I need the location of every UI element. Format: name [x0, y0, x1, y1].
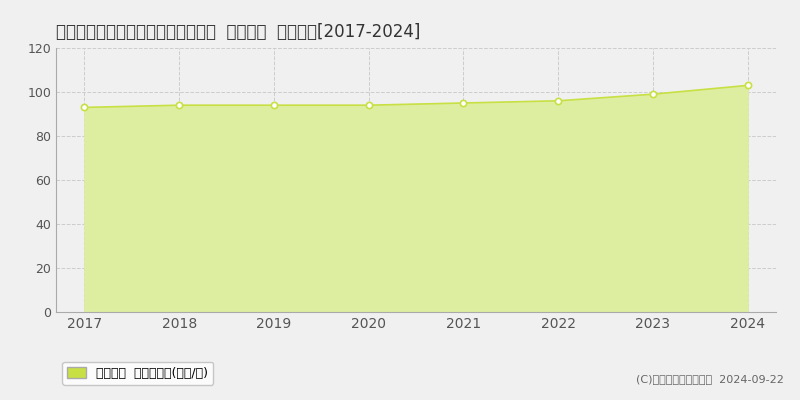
Legend: 基準地価  平均坪単価(万円/坪): 基準地価 平均坪単価(万円/坪)	[62, 362, 213, 385]
Text: (C)土地価格ドットコム  2024-09-22: (C)土地価格ドットコム 2024-09-22	[636, 374, 784, 384]
Text: 兵庫県西宮市甲子園洲鳥町４３番１  基準地価  地価推移[2017-2024]: 兵庫県西宮市甲子園洲鳥町４３番１ 基準地価 地価推移[2017-2024]	[56, 23, 420, 41]
